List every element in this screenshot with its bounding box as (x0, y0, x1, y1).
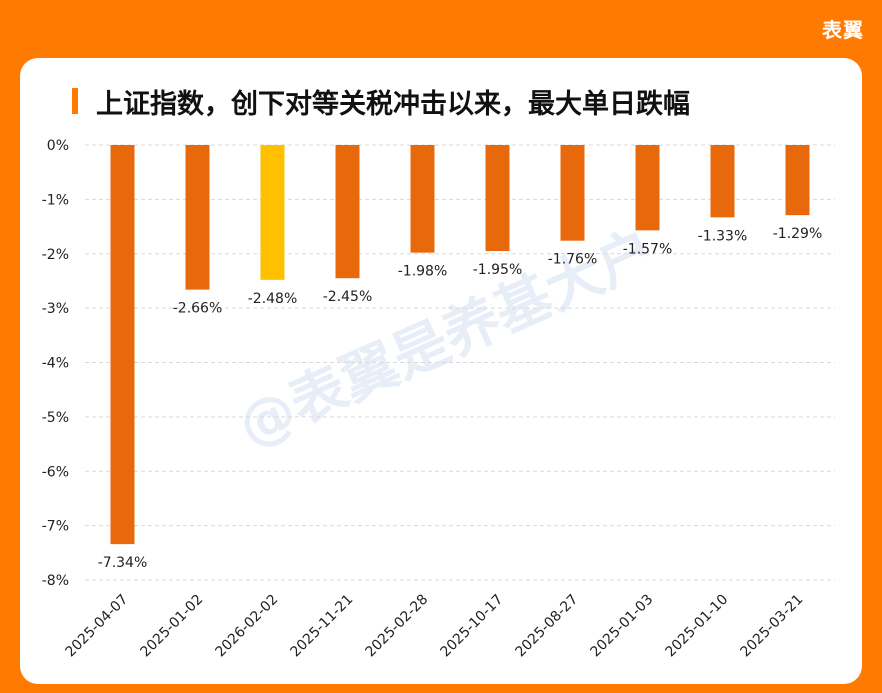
y-axis: 0% -1% -2% -3% -4% -5% -6% -7% -8% (42, 138, 69, 589)
x-tick-label: 2026-02-02 (212, 592, 281, 661)
x-tick-label: 2025-11-21 (287, 592, 356, 661)
x-tick-label: 2025-01-02 (137, 592, 206, 661)
data-label: -1.98% (398, 264, 448, 280)
x-tick-label: 2025-04-07 (62, 592, 131, 661)
y-tick-label: -3% (42, 301, 69, 317)
bar (485, 145, 510, 252)
data-label: -2.66% (173, 301, 223, 317)
y-tick-label: -2% (42, 247, 69, 263)
bar (185, 145, 210, 290)
data-label: -7.34% (98, 555, 148, 571)
bar (410, 145, 435, 253)
bar (260, 145, 285, 280)
title-accent-bar (72, 88, 78, 114)
brand-logo: 表翼 (822, 18, 864, 42)
y-tick-label: -4% (42, 356, 69, 372)
y-tick-label: -6% (42, 464, 69, 480)
x-tick-label: 2025-01-10 (662, 592, 731, 661)
y-tick-label: 0% (47, 138, 69, 154)
data-label: -2.45% (323, 289, 373, 305)
x-tick-label: 2025-10-17 (437, 592, 506, 661)
bar (635, 145, 660, 231)
bar (785, 145, 810, 216)
bar (560, 145, 585, 241)
data-label: -1.95% (473, 262, 523, 278)
x-axis: 2025-04-07 2025-01-02 2026-02-02 2025-11-21… (62, 592, 806, 661)
y-tick-label: -7% (42, 519, 69, 535)
data-label: -1.33% (698, 228, 748, 244)
chart-title: 上证指数，创下对等关税冲击以来，最大单日跌幅 (96, 89, 690, 120)
x-tick-label: 2025-03-21 (737, 592, 806, 661)
value-labels: -7.34% -2.66% -2.48% -2.45% -1.98% -1.95% -1.7… (98, 226, 823, 571)
y-tick-label: -5% (42, 410, 69, 426)
y-tick-label: -1% (42, 192, 69, 208)
bar (335, 145, 360, 279)
data-label: -1.76% (548, 252, 598, 268)
bars (110, 145, 810, 545)
bar (110, 145, 135, 545)
x-tick-label: 2025-02-28 (362, 592, 431, 661)
data-label: -1.29% (773, 226, 823, 242)
x-tick-label: 2025-01-03 (587, 592, 656, 661)
x-tick-label: 2025-08-27 (512, 592, 581, 661)
data-label: -2.48% (248, 291, 298, 307)
bar (710, 145, 735, 218)
y-tick-label: -8% (42, 573, 69, 589)
grid-lines (85, 144, 835, 581)
data-label: -1.57% (623, 241, 673, 257)
